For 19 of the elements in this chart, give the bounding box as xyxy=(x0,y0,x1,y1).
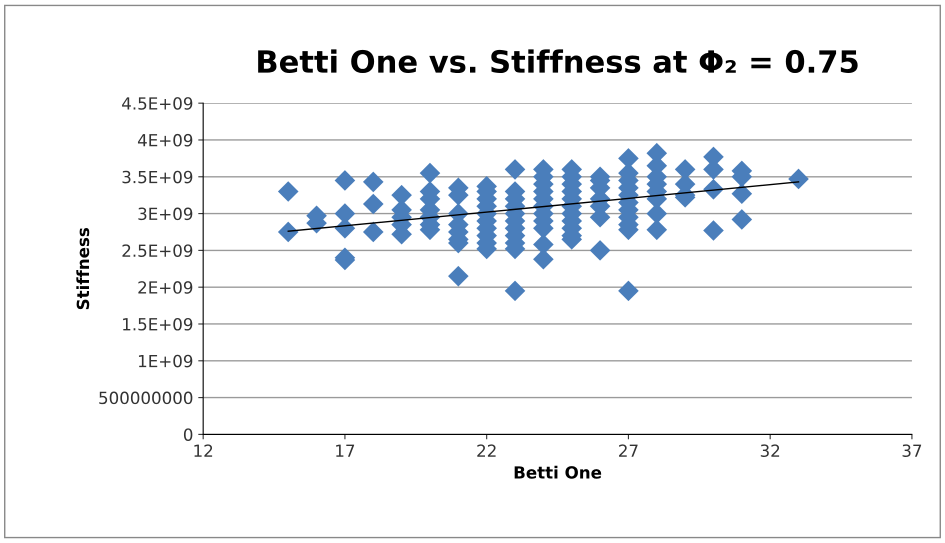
y-tick-label: 500000000 xyxy=(99,392,192,404)
y-tick-label: 1E+09 xyxy=(138,354,192,368)
x-tick-label: 32 xyxy=(760,444,780,458)
x-tick-label: 12 xyxy=(194,444,212,457)
x-tick-label: 17 xyxy=(336,444,354,457)
x-tick-label: 27 xyxy=(619,444,638,457)
y-tick-label: 4E+09 xyxy=(138,134,192,147)
x-tick-label: 22 xyxy=(477,444,496,457)
x-tick-label: 37 xyxy=(902,444,922,458)
y-tick-label: 4.5E+09 xyxy=(122,97,192,110)
y-tick-label: 0 xyxy=(184,428,192,441)
y-tick-label: 3E+09 xyxy=(138,208,192,220)
y-tick-label: 3.5E+09 xyxy=(122,170,192,184)
y-axis-title: Stiffness xyxy=(76,228,90,310)
chart-title: Betti One vs. Stiffness at Φ₂ = 0.75 xyxy=(258,49,858,74)
y-tick-label: 2E+09 xyxy=(138,281,192,294)
y-tick-label: 2.5E+09 xyxy=(122,244,192,257)
y-tick-label: 1.5E+09 xyxy=(123,318,192,331)
x-axis-title: Betti One xyxy=(514,466,602,479)
